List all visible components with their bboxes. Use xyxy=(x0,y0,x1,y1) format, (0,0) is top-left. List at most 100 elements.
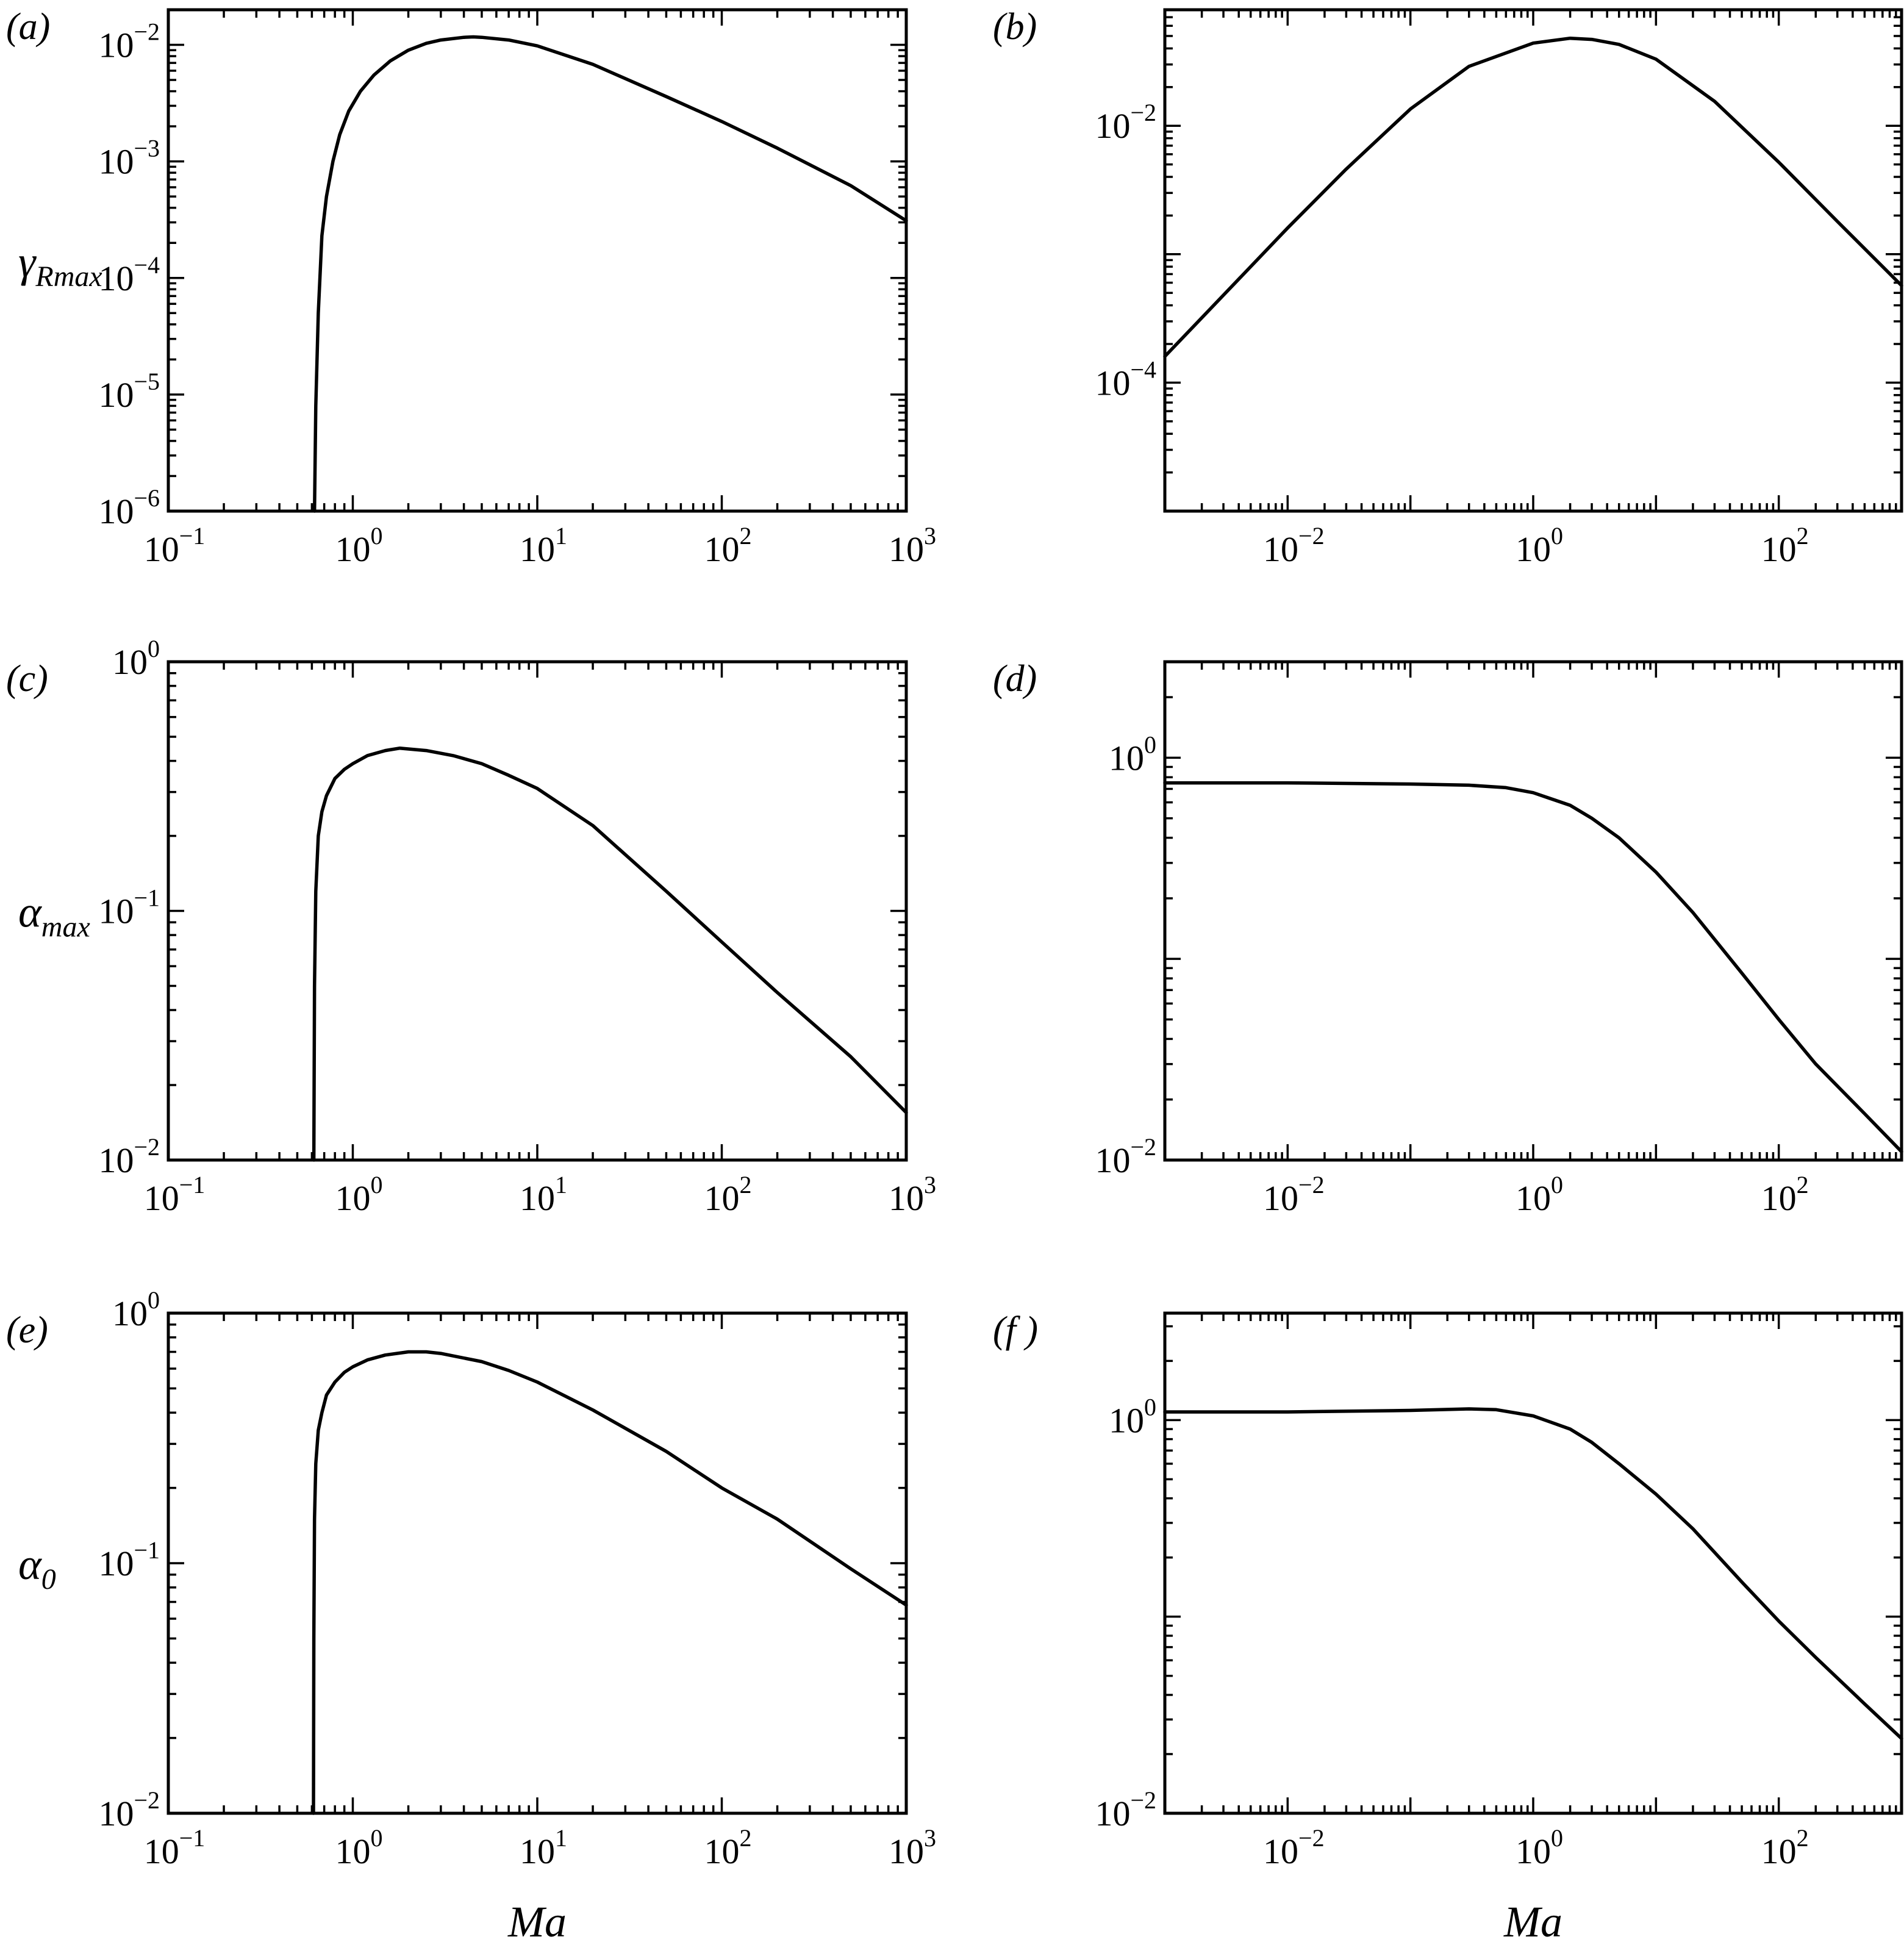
y-tick-exponent: −2 xyxy=(1130,1133,1156,1161)
plot-frame xyxy=(166,8,908,513)
x-tick-label: 101 xyxy=(520,1824,567,1871)
y-axis-label: α0 xyxy=(18,1540,56,1596)
y-tick-exponent: 0 xyxy=(148,1286,160,1314)
y-tick-label: 10−2 xyxy=(1095,1786,1156,1833)
x-tick-exponent: 0 xyxy=(1551,522,1563,550)
y-tick-label: 10−4 xyxy=(1095,356,1156,403)
x-tick-label: 101 xyxy=(520,522,567,569)
panel-a: 10−1 100 101 102 103 1 0 −6 10−5 10−4 10−3 10−2 (a) γ… xyxy=(6,6,936,569)
x-tick-label: 103 xyxy=(889,522,936,569)
panel-label: (b) xyxy=(993,6,1037,48)
plot-frame xyxy=(166,660,908,1162)
plot-frame xyxy=(1163,1311,1903,1815)
y-tick-exponent: −3 xyxy=(134,135,160,162)
y-tick-exponent: −2 xyxy=(134,18,160,46)
y-tick-exponent: −5 xyxy=(134,368,160,395)
x-tick-exponent: 1 xyxy=(555,522,567,550)
x-tick-exponent: 1 xyxy=(555,1824,567,1852)
series-line xyxy=(1163,1407,1903,1741)
y-axis-label: αmax xyxy=(18,888,90,944)
x-tick-label: 100 xyxy=(335,1171,383,1218)
y-tick-exponent: 0 xyxy=(1144,731,1156,758)
series-line xyxy=(312,35,908,513)
x-tick-label: 102 xyxy=(704,522,752,569)
x-tick-label: 10−1 xyxy=(144,1824,206,1871)
x-tick-exponent: −1 xyxy=(179,1824,206,1852)
x-tick-exponent: 2 xyxy=(740,1171,752,1198)
x-tick-exponent: 3 xyxy=(924,1824,936,1852)
x-tick-exponent: −2 xyxy=(1298,1824,1325,1852)
x-tick-exponent: 2 xyxy=(1797,1171,1809,1198)
series-line xyxy=(1163,36,1903,359)
y-tick-label: 10−2 xyxy=(98,1786,160,1833)
y-tick-label: 10−1 xyxy=(98,1536,160,1583)
panel-d: 10−2 100 102 10−2 100 (d) xyxy=(993,658,1903,1218)
y-tick-exponent: −1 xyxy=(134,1536,160,1564)
series-line xyxy=(1163,781,1903,1154)
x-tick-exponent: 0 xyxy=(1551,1171,1563,1198)
x-tick-exponent: 0 xyxy=(1551,1824,1563,1852)
x-tick-label: 102 xyxy=(1761,522,1809,569)
x-tick-label: 102 xyxy=(704,1171,752,1218)
x-tick-label: 103 xyxy=(889,1171,936,1218)
x-tick-exponent: 2 xyxy=(1797,1824,1809,1852)
x-tick-exponent: 1 xyxy=(555,1171,567,1198)
y-tick-exponent: −2 xyxy=(134,1786,160,1814)
x-tick-label: 100 xyxy=(335,522,383,569)
x-tick-label: 100 xyxy=(1516,1171,1563,1218)
series-line xyxy=(312,746,908,1162)
x-tick-exponent: 0 xyxy=(371,1171,383,1198)
x-tick-label: 10−1 xyxy=(144,1171,206,1218)
panel-f: 10−2 100 102 10−2 100 (f ) Ma xyxy=(993,1309,1903,1945)
y-tick-label: 10−2 xyxy=(1095,99,1156,146)
x-tick-exponent: 3 xyxy=(924,1171,936,1198)
plot-frame xyxy=(166,1311,908,1815)
y-tick-label: 10−2 xyxy=(1095,1133,1156,1180)
panel-label: (f ) xyxy=(993,1309,1038,1351)
y-tick-exponent: −2 xyxy=(1130,99,1156,126)
y-tick-exponent: −1 xyxy=(134,884,160,912)
x-tick-label: 102 xyxy=(1761,1824,1809,1871)
x-tick-exponent: −1 xyxy=(179,1171,206,1198)
panel-b: 10−2 100 102 10−4 10−2 (b) xyxy=(993,6,1903,569)
x-tick-exponent: 0 xyxy=(371,522,383,550)
y-axis-label: γRmax xyxy=(18,237,102,293)
y-tick-label: 10−5 xyxy=(98,368,160,415)
plot-frame xyxy=(1163,8,1903,513)
y-tick-label: 100 xyxy=(112,635,160,682)
x-tick-label: 100 xyxy=(1516,1824,1563,1871)
x-tick-label: 10−2 xyxy=(1263,1824,1325,1871)
y-tick-exponent: 0 xyxy=(1144,1393,1156,1420)
y-tick-label: 100 xyxy=(1109,1393,1156,1440)
panel-label: (a) xyxy=(6,6,50,48)
y-tick-label: 10−1 xyxy=(98,884,160,931)
y-tick-label: 10−3 xyxy=(98,135,160,182)
y-tick-exponent: −2 xyxy=(134,1133,160,1161)
x-axis-label: Ma xyxy=(507,1897,567,1945)
x-tick-exponent: −1 xyxy=(179,522,206,550)
x-tick-exponent: 3 xyxy=(924,522,936,550)
y-tick-label: 10−4 xyxy=(98,251,160,298)
x-tick-label: 102 xyxy=(704,1824,752,1871)
x-tick-label: 103 xyxy=(889,1824,936,1871)
x-tick-label: 100 xyxy=(335,1824,383,1871)
x-tick-exponent: 2 xyxy=(740,522,752,550)
x-tick-exponent: 2 xyxy=(1797,522,1809,550)
x-axis-label: Ma xyxy=(1503,1897,1562,1945)
x-tick-label: 10−2 xyxy=(1263,522,1325,569)
panel-label: (d) xyxy=(993,658,1037,700)
y-tick-exponent: −4 xyxy=(1130,356,1156,383)
y-tick-exponent: −6 xyxy=(134,484,160,512)
y-tick-label: 10−2 xyxy=(98,18,160,65)
y-axis-label-subscript: 0 xyxy=(41,1563,56,1596)
x-tick-label: 10−1 xyxy=(144,522,206,569)
y-tick-exponent: −2 xyxy=(1130,1786,1156,1814)
x-tick-exponent: −2 xyxy=(1298,1171,1325,1198)
plot-frame xyxy=(1163,660,1903,1162)
x-tick-label: 101 xyxy=(520,1171,567,1218)
y-tick-label: 10−2 xyxy=(98,1133,160,1180)
series-line xyxy=(312,1350,908,1815)
y-tick-exponent: 0 xyxy=(148,635,160,662)
